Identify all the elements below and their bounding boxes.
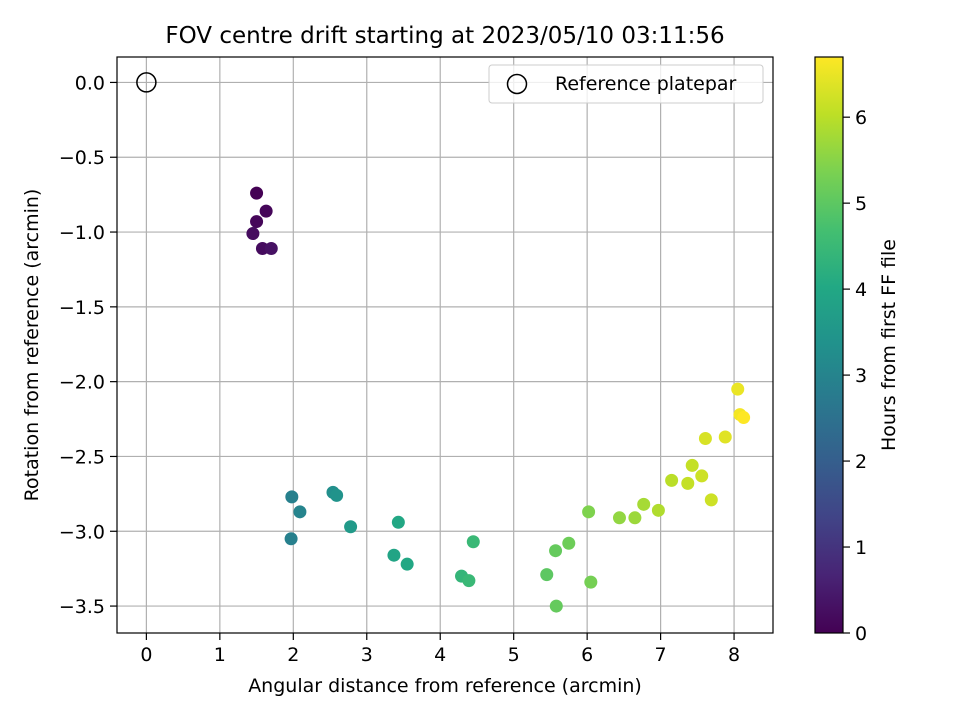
data-point xyxy=(681,476,695,490)
x-tick-label: 6 xyxy=(581,644,593,666)
data-point xyxy=(293,505,307,519)
data-point xyxy=(685,458,699,472)
data-point xyxy=(731,382,745,396)
data-point xyxy=(264,242,278,256)
y-axis-label: Rotation from reference (arcmin) xyxy=(21,189,43,502)
data-point xyxy=(612,511,626,525)
data-point xyxy=(628,511,642,525)
data-point xyxy=(737,411,751,425)
legend-label: Reference platepar xyxy=(555,73,737,95)
data-points xyxy=(136,72,751,613)
data-point xyxy=(466,535,480,549)
data-point xyxy=(562,536,576,550)
legend-open-circle-marker xyxy=(506,73,528,95)
y-tick-label: −1.5 xyxy=(59,297,105,319)
colorbar-tick-label: 1 xyxy=(855,537,867,559)
x-tick-label: 4 xyxy=(434,644,446,666)
data-point xyxy=(259,204,273,218)
colorbar-tick-label: 2 xyxy=(855,451,867,473)
legend-box xyxy=(488,64,764,104)
x-tick-label: 1 xyxy=(214,644,226,666)
colorbar: 0 1 2 3 4 5 6 Hours from first FF file xyxy=(814,56,900,645)
colorbar-tick-label: 6 xyxy=(855,107,867,129)
x-axis-ticks: 0 1 2 3 4 5 6 7 8 xyxy=(140,633,740,666)
x-tick-label: 7 xyxy=(655,644,667,666)
plot-area: 0 1 2 3 4 5 6 7 8 0.0 −0.5 −1.0 −1.5 −2.0 −2.5 −3.0 −3.… xyxy=(59,56,774,666)
chart-title: FOV centre drift starting at 2023/05/10 … xyxy=(165,23,724,49)
data-point xyxy=(549,544,563,558)
data-point xyxy=(246,227,260,241)
data-point xyxy=(584,575,598,589)
grid-lines xyxy=(117,57,773,633)
colorbar-tick-label: 4 xyxy=(855,279,867,301)
data-point xyxy=(250,215,264,229)
y-tick-label: −2.0 xyxy=(59,372,105,394)
data-point xyxy=(665,473,679,487)
y-axis-ticks: 0.0 −0.5 −1.0 −1.5 −2.0 −2.5 −3.0 −3.5 xyxy=(59,72,117,618)
data-point xyxy=(718,430,732,444)
plot-frame xyxy=(116,56,774,634)
data-point xyxy=(698,432,712,446)
data-point xyxy=(540,568,554,582)
data-point xyxy=(344,520,358,534)
colorbar-tick-label: 0 xyxy=(855,623,867,645)
y-tick-label: −1.0 xyxy=(59,222,105,244)
legend: Reference platepar xyxy=(488,64,764,104)
data-point xyxy=(284,532,298,546)
x-tick-label: 3 xyxy=(361,644,373,666)
data-point xyxy=(400,557,414,571)
data-point xyxy=(330,488,344,502)
y-tick-label: −3.5 xyxy=(59,596,105,618)
y-tick-label: −0.5 xyxy=(59,147,105,169)
x-tick-label: 5 xyxy=(508,644,520,666)
y-tick-label: 0.0 xyxy=(75,72,105,94)
x-axis-label: Angular distance from reference (arcmin) xyxy=(248,675,642,697)
colorbar-label: Hours from first FF file xyxy=(878,239,900,451)
data-point xyxy=(651,503,665,517)
reference-platepar-point xyxy=(136,72,157,93)
x-tick-label: 0 xyxy=(140,644,152,666)
colorbar-tick-label: 5 xyxy=(855,193,867,215)
y-tick-label: −2.5 xyxy=(59,446,105,468)
data-point xyxy=(704,493,718,507)
data-point xyxy=(285,490,299,504)
colorbar-tick-label: 3 xyxy=(855,365,867,387)
data-point xyxy=(391,515,405,529)
data-point xyxy=(462,574,476,588)
data-point xyxy=(549,599,563,613)
y-tick-label: −3.0 xyxy=(59,521,105,543)
x-tick-label: 2 xyxy=(287,644,299,666)
data-point xyxy=(582,505,596,519)
data-point xyxy=(637,497,651,511)
data-point xyxy=(387,548,401,562)
data-point xyxy=(695,469,709,483)
x-tick-label: 8 xyxy=(728,644,740,666)
colorbar-gradient xyxy=(814,56,844,634)
colorbar-ticks: 0 1 2 3 4 5 6 xyxy=(843,107,867,645)
data-point xyxy=(250,186,264,200)
plot-background xyxy=(117,57,773,633)
